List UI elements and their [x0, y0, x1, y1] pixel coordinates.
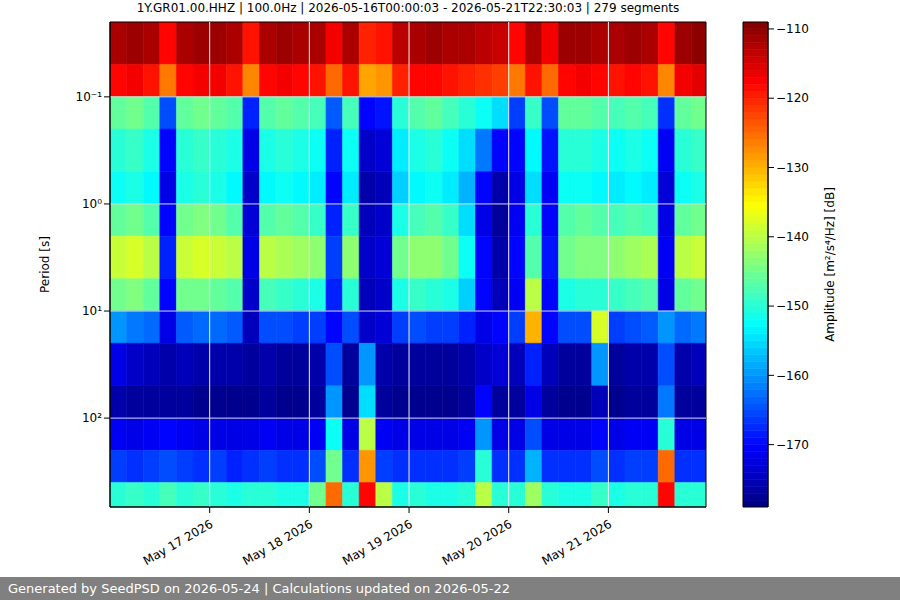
html-text:Generated by SeedPSD on 2026-0: Generated by SeedPSD on 2026-05-24 | Cal…: [8, 581, 510, 596]
svg-text:May 20 2026: May 20 2026: [440, 517, 515, 568]
svg-text:−170: −170: [776, 438, 809, 452]
svg-text:May 18 2026: May 18 2026: [240, 517, 315, 568]
svg-text:May 19 2026: May 19 2026: [340, 517, 415, 568]
svg-text:10²: 10²: [82, 411, 102, 425]
svg-text:10⁰: 10⁰: [82, 197, 102, 211]
svg-text:−130: −130: [776, 161, 809, 175]
svg-text:May 17 2026: May 17 2026: [141, 517, 216, 568]
svg-text:Amplitude [m²/s⁴/Hz] [dB]: Amplitude [m²/s⁴/Hz] [dB]: [823, 187, 837, 342]
svg-text:10⁻¹: 10⁻¹: [76, 90, 103, 104]
svg-text:May 21 2026: May 21 2026: [539, 517, 614, 568]
svg-text:−110: −110: [776, 22, 809, 36]
html-text:1Y.GR01.00.HHZ | 100.0Hz | 202: 1Y.GR01.00.HHZ | 100.0Hz | 2026-05-16T00…: [136, 1, 680, 15]
svg-text:−150: −150: [776, 299, 809, 313]
svg-text:Period [s]: Period [s]: [38, 236, 52, 293]
svg-text:−140: −140: [776, 230, 809, 244]
svg-text:−120: −120: [776, 91, 809, 105]
svg-text:10¹: 10¹: [82, 304, 102, 318]
svg-text:−160: −160: [776, 369, 809, 383]
